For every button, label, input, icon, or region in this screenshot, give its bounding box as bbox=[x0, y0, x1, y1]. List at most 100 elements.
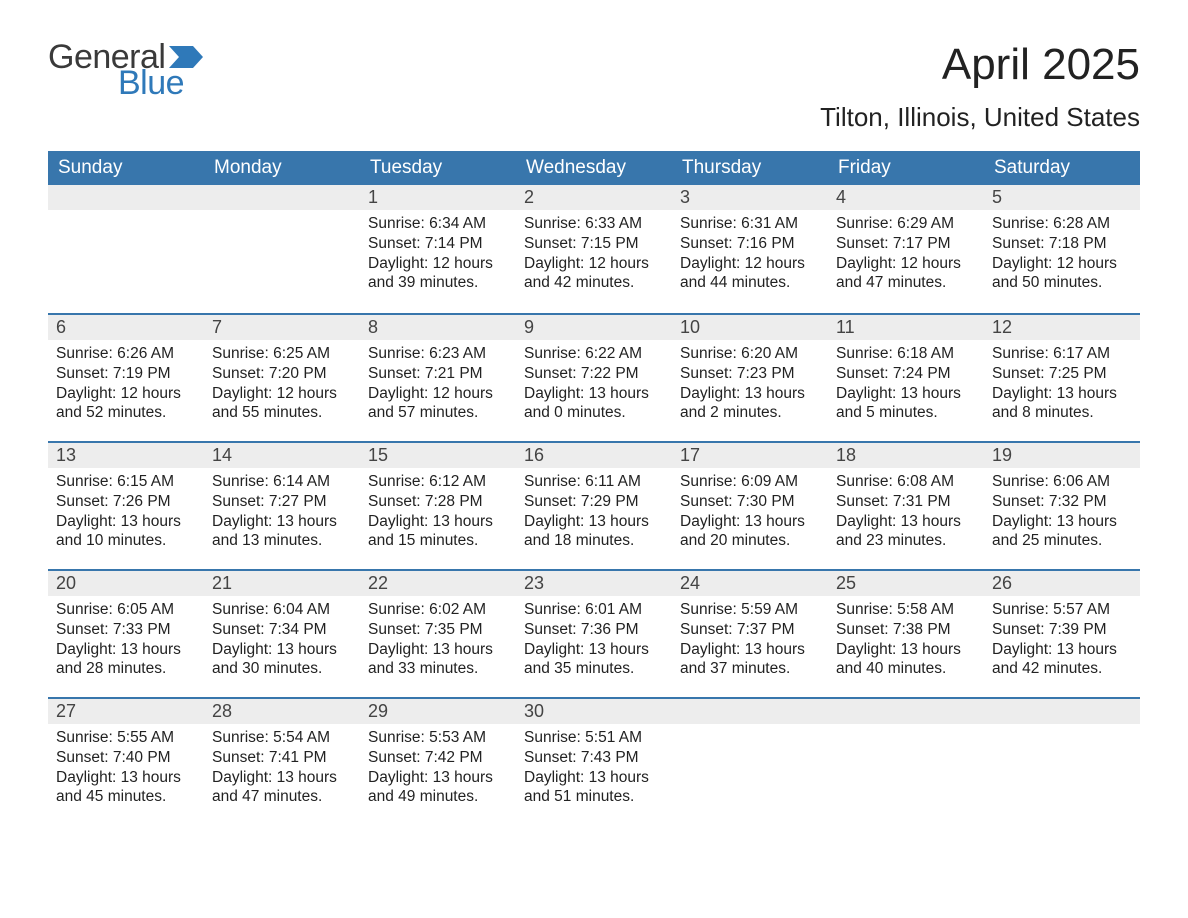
day-number: 26 bbox=[984, 569, 1140, 596]
sunset-line: Sunset: 7:23 PM bbox=[680, 364, 820, 384]
day-cell: 14Sunrise: 6:14 AMSunset: 7:27 PMDayligh… bbox=[204, 441, 360, 569]
sunrise-line: Sunrise: 5:53 AM bbox=[368, 728, 508, 748]
weekday-header: Wednesday bbox=[516, 151, 672, 185]
day-cell: 28Sunrise: 5:54 AMSunset: 7:41 PMDayligh… bbox=[204, 697, 360, 825]
day-number: 14 bbox=[204, 441, 360, 468]
daylight-line: Daylight: 12 hours and 44 minutes. bbox=[680, 254, 820, 294]
daylight-line: Daylight: 13 hours and 13 minutes. bbox=[212, 512, 352, 552]
day-number: 15 bbox=[360, 441, 516, 468]
day-number: 17 bbox=[672, 441, 828, 468]
day-details: Sunrise: 6:12 AMSunset: 7:28 PMDaylight:… bbox=[360, 468, 516, 561]
sunrise-line: Sunrise: 6:25 AM bbox=[212, 344, 352, 364]
day-details: Sunrise: 6:01 AMSunset: 7:36 PMDaylight:… bbox=[516, 596, 672, 689]
weekday-header: Tuesday bbox=[360, 151, 516, 185]
daylight-line: Daylight: 13 hours and 45 minutes. bbox=[56, 768, 196, 808]
daylight-line: Daylight: 13 hours and 33 minutes. bbox=[368, 640, 508, 680]
title-block: April 2025 Tilton, Illinois, United Stat… bbox=[820, 40, 1140, 133]
daylight-line: Daylight: 13 hours and 23 minutes. bbox=[836, 512, 976, 552]
daylight-line: Daylight: 13 hours and 37 minutes. bbox=[680, 640, 820, 680]
sunset-line: Sunset: 7:21 PM bbox=[368, 364, 508, 384]
daylight-line: Daylight: 13 hours and 30 minutes. bbox=[212, 640, 352, 680]
week-row: 13Sunrise: 6:15 AMSunset: 7:26 PMDayligh… bbox=[48, 441, 1140, 569]
location-text: Tilton, Illinois, United States bbox=[820, 102, 1140, 133]
sunset-line: Sunset: 7:41 PM bbox=[212, 748, 352, 768]
sunrise-line: Sunrise: 6:14 AM bbox=[212, 472, 352, 492]
day-cell: 9 Sunrise: 6:22 AMSunset: 7:22 PMDaylight… bbox=[516, 313, 672, 441]
day-number: 22 bbox=[360, 569, 516, 596]
day-details: Sunrise: 6:02 AMSunset: 7:35 PMDaylight:… bbox=[360, 596, 516, 689]
day-cell: 17Sunrise: 6:09 AMSunset: 7:30 PMDayligh… bbox=[672, 441, 828, 569]
day-cell: 11Sunrise: 6:18 AMSunset: 7:24 PMDayligh… bbox=[828, 313, 984, 441]
day-cell: 26Sunrise: 5:57 AMSunset: 7:39 PMDayligh… bbox=[984, 569, 1140, 697]
day-number: 30 bbox=[516, 697, 672, 724]
day-cell: 3Sunrise: 6:31 AMSunset: 7:16 PMDaylight… bbox=[672, 185, 828, 313]
day-cell: 1Sunrise: 6:34 AMSunset: 7:14 PMDaylight… bbox=[360, 185, 516, 313]
day-number: 21 bbox=[204, 569, 360, 596]
day-cell: 30Sunrise: 5:51 AMSunset: 7:43 PMDayligh… bbox=[516, 697, 672, 825]
daylight-line: Daylight: 13 hours and 5 minutes. bbox=[836, 384, 976, 424]
page-title: April 2025 bbox=[820, 40, 1140, 90]
sunrise-line: Sunrise: 6:01 AM bbox=[524, 600, 664, 620]
sunset-line: Sunset: 7:38 PM bbox=[836, 620, 976, 640]
daylight-line: Daylight: 13 hours and 49 minutes. bbox=[368, 768, 508, 808]
week-row: 20Sunrise: 6:05 AMSunset: 7:33 PMDayligh… bbox=[48, 569, 1140, 697]
day-cell: 22Sunrise: 6:02 AMSunset: 7:35 PMDayligh… bbox=[360, 569, 516, 697]
day-number: 4 bbox=[828, 185, 984, 210]
day-number: 23 bbox=[516, 569, 672, 596]
day-cell: . bbox=[48, 185, 204, 313]
sunset-line: Sunset: 7:34 PM bbox=[212, 620, 352, 640]
day-number: 3 bbox=[672, 185, 828, 210]
weekday-header: Friday bbox=[828, 151, 984, 185]
weekday-header: Monday bbox=[204, 151, 360, 185]
sunrise-line: Sunrise: 5:55 AM bbox=[56, 728, 196, 748]
day-cell: 18Sunrise: 6:08 AMSunset: 7:31 PMDayligh… bbox=[828, 441, 984, 569]
sunset-line: Sunset: 7:29 PM bbox=[524, 492, 664, 512]
day-number: . bbox=[48, 185, 204, 210]
sunset-line: Sunset: 7:42 PM bbox=[368, 748, 508, 768]
day-details bbox=[672, 724, 828, 738]
sunset-line: Sunset: 7:22 PM bbox=[524, 364, 664, 384]
sunset-line: Sunset: 7:39 PM bbox=[992, 620, 1132, 640]
day-number: 6 bbox=[48, 313, 204, 340]
day-cell: 19Sunrise: 6:06 AMSunset: 7:32 PMDayligh… bbox=[984, 441, 1140, 569]
sunrise-line: Sunrise: 6:18 AM bbox=[836, 344, 976, 364]
calendar-table: SundayMondayTuesdayWednesdayThursdayFrid… bbox=[48, 151, 1140, 825]
day-cell: 25Sunrise: 5:58 AMSunset: 7:38 PMDayligh… bbox=[828, 569, 984, 697]
header: General Blue April 2025 Tilton, Illinois… bbox=[48, 40, 1140, 133]
daylight-line: Daylight: 13 hours and 8 minutes. bbox=[992, 384, 1132, 424]
daylight-line: Daylight: 13 hours and 18 minutes. bbox=[524, 512, 664, 552]
day-details: Sunrise: 5:57 AMSunset: 7:39 PMDaylight:… bbox=[984, 596, 1140, 689]
sunrise-line: Sunrise: 6:12 AM bbox=[368, 472, 508, 492]
logo-word2: Blue bbox=[118, 66, 203, 100]
sunrise-line: Sunrise: 6:05 AM bbox=[56, 600, 196, 620]
day-details bbox=[984, 724, 1140, 738]
sunrise-line: Sunrise: 5:59 AM bbox=[680, 600, 820, 620]
daylight-line: Daylight: 12 hours and 42 minutes. bbox=[524, 254, 664, 294]
daylight-line: Daylight: 12 hours and 39 minutes. bbox=[368, 254, 508, 294]
daylight-line: Daylight: 13 hours and 0 minutes. bbox=[524, 384, 664, 424]
day-details: Sunrise: 6:26 AMSunset: 7:19 PMDaylight:… bbox=[48, 340, 204, 433]
sunrise-line: Sunrise: 6:22 AM bbox=[524, 344, 664, 364]
sunrise-line: Sunrise: 6:04 AM bbox=[212, 600, 352, 620]
day-number: 9 bbox=[516, 313, 672, 340]
day-details: Sunrise: 5:59 AMSunset: 7:37 PMDaylight:… bbox=[672, 596, 828, 689]
day-cell: 29Sunrise: 5:53 AMSunset: 7:42 PMDayligh… bbox=[360, 697, 516, 825]
sunset-line: Sunset: 7:14 PM bbox=[368, 234, 508, 254]
logo: General Blue bbox=[48, 40, 203, 100]
sunrise-line: Sunrise: 5:51 AM bbox=[524, 728, 664, 748]
day-cell: 21 Sunrise: 6:04 AMSunset: 7:34 PMDayligh… bbox=[204, 569, 360, 697]
day-number: . bbox=[204, 185, 360, 210]
sunset-line: Sunset: 7:26 PM bbox=[56, 492, 196, 512]
day-number: 10 bbox=[672, 313, 828, 340]
sunrise-line: Sunrise: 6:23 AM bbox=[368, 344, 508, 364]
day-details: Sunrise: 6:25 AMSunset: 7:20 PMDaylight:… bbox=[204, 340, 360, 433]
day-details: Sunrise: 6:17 AMSunset: 7:25 PMDaylight:… bbox=[984, 340, 1140, 433]
daylight-line: Daylight: 13 hours and 20 minutes. bbox=[680, 512, 820, 552]
day-details: Sunrise: 6:18 AMSunset: 7:24 PMDaylight:… bbox=[828, 340, 984, 433]
sunset-line: Sunset: 7:18 PM bbox=[992, 234, 1132, 254]
daylight-line: Daylight: 12 hours and 47 minutes. bbox=[836, 254, 976, 294]
day-details: Sunrise: 6:15 AMSunset: 7:26 PMDaylight:… bbox=[48, 468, 204, 561]
day-details bbox=[204, 210, 360, 224]
sunset-line: Sunset: 7:19 PM bbox=[56, 364, 196, 384]
week-row: 27Sunrise: 5:55 AMSunset: 7:40 PMDayligh… bbox=[48, 697, 1140, 825]
